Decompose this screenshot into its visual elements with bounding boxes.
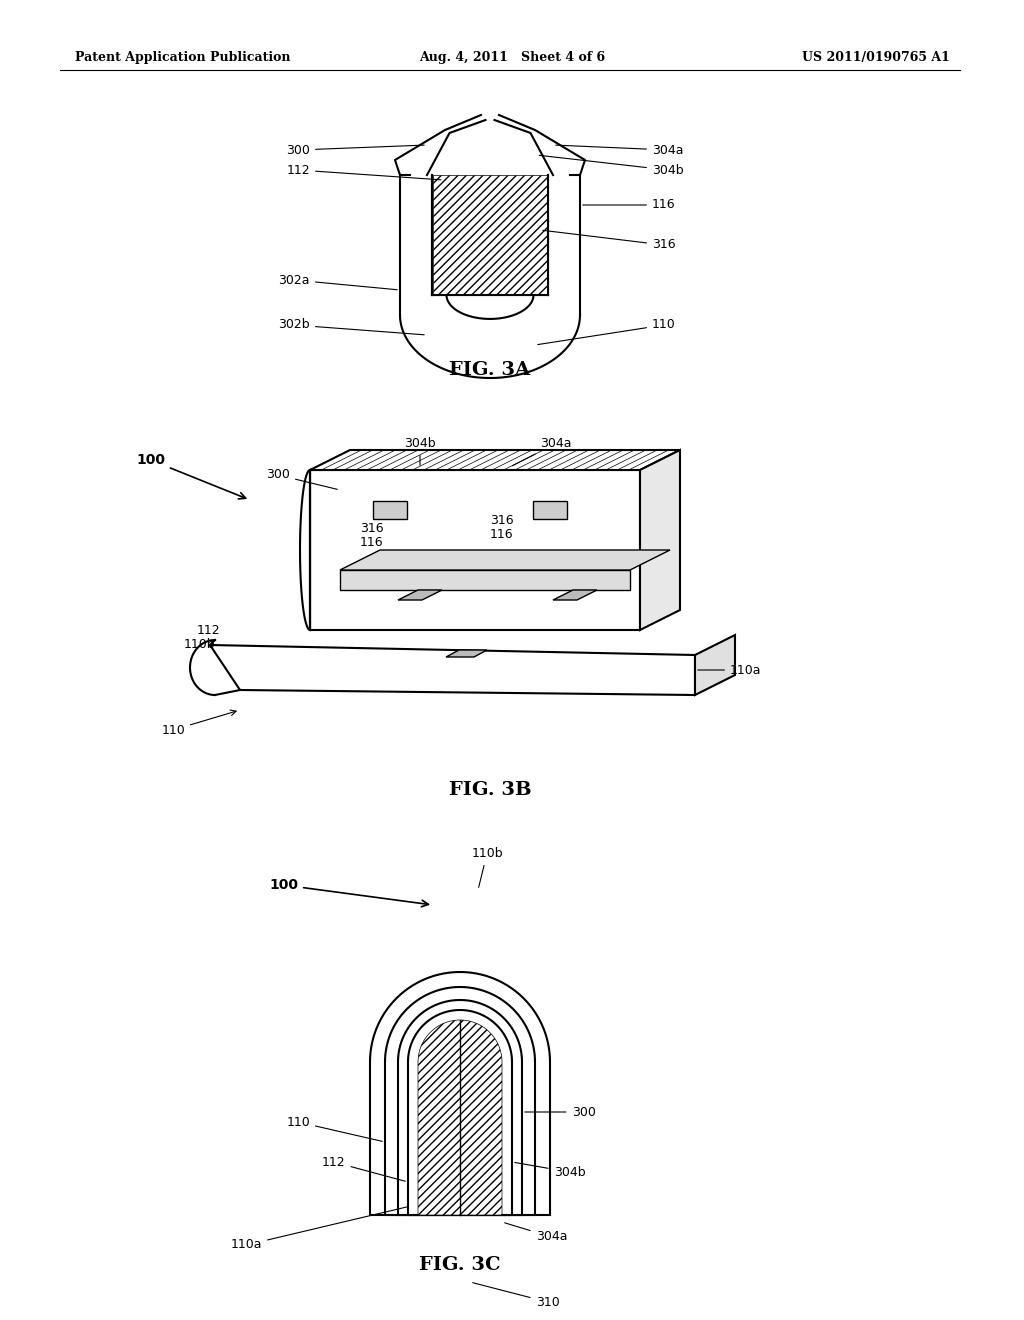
Polygon shape [640,450,680,630]
Text: US 2011/0190765 A1: US 2011/0190765 A1 [802,51,950,65]
Text: 112: 112 [197,623,220,636]
Polygon shape [310,450,680,470]
Text: 110b: 110b [471,847,503,887]
Text: 110b: 110b [183,639,215,652]
Polygon shape [300,470,310,630]
Polygon shape [310,470,640,630]
Polygon shape [553,590,597,601]
Text: 304a: 304a [556,144,683,157]
Polygon shape [385,987,535,1214]
Text: 302b: 302b [279,318,424,335]
Text: 310: 310 [473,1283,559,1308]
Text: 304a: 304a [505,1222,567,1243]
Polygon shape [340,550,670,570]
Polygon shape [340,570,630,590]
Polygon shape [398,590,442,601]
Polygon shape [210,645,695,696]
Text: 114: 114 [412,556,458,569]
Text: 116: 116 [360,536,384,549]
Text: 304b: 304b [515,1163,586,1179]
Text: 100: 100 [136,453,246,499]
Polygon shape [373,502,407,519]
Text: 300: 300 [524,1106,596,1118]
Text: 110a: 110a [697,664,762,676]
Text: 316: 316 [490,513,514,527]
Polygon shape [433,176,547,294]
Text: FIG. 3A: FIG. 3A [450,360,530,379]
Text: 116: 116 [490,528,514,541]
Text: 302a: 302a [279,273,397,289]
Text: FIG. 3C: FIG. 3C [419,1257,501,1274]
Text: 100: 100 [269,878,428,907]
Polygon shape [370,972,550,1214]
Text: 112: 112 [287,164,440,180]
Text: 304a: 304a [512,437,571,466]
Text: Patent Application Publication: Patent Application Publication [75,51,291,65]
Text: 316: 316 [360,521,384,535]
Polygon shape [408,1010,512,1214]
Text: 110: 110 [538,318,676,345]
Text: 110a: 110a [230,1205,413,1251]
Text: 110: 110 [287,1115,382,1142]
Polygon shape [695,635,735,696]
Polygon shape [418,1020,502,1214]
Text: 316: 316 [543,230,676,252]
Text: 112: 112 [322,1155,406,1181]
Polygon shape [446,649,487,657]
Text: 304b: 304b [540,156,684,177]
Polygon shape [534,502,567,519]
Polygon shape [398,1001,522,1214]
Text: FIG. 3B: FIG. 3B [449,781,531,799]
Text: Aug. 4, 2011   Sheet 4 of 6: Aug. 4, 2011 Sheet 4 of 6 [419,51,605,65]
Text: 304b: 304b [404,437,436,465]
Text: 300: 300 [266,469,337,490]
Text: 300: 300 [286,144,424,157]
Text: 116: 116 [583,198,676,211]
Text: 110: 110 [161,710,237,737]
